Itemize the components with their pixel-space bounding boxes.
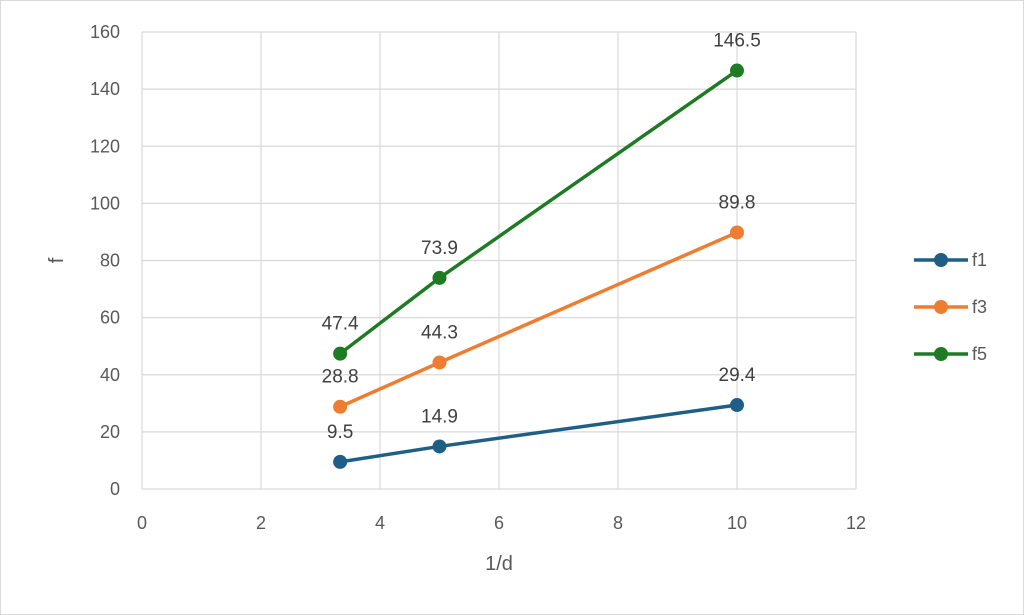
legend: f1 f3 f5 xyxy=(914,250,987,364)
y-tick-label: 60 xyxy=(100,308,120,328)
y-tick-label: 100 xyxy=(90,193,120,213)
data-point-f5 xyxy=(333,346,348,361)
data-label-f5: 146.5 xyxy=(713,31,761,52)
data-point-f1 xyxy=(730,398,744,413)
y-tick-label: 160 xyxy=(90,22,120,42)
data-label-f1: 14.9 xyxy=(421,406,458,427)
legend-label-f3: f3 xyxy=(972,297,987,317)
x-axis-title: 1/d xyxy=(485,553,513,575)
gridlines xyxy=(141,31,857,490)
data-point-f3 xyxy=(432,355,447,370)
legend-marker-f3 xyxy=(934,300,948,314)
data-point-f1 xyxy=(432,439,447,454)
series-layer xyxy=(333,63,744,469)
y-tick-label: 0 xyxy=(110,479,120,499)
data-point-f3 xyxy=(730,225,744,240)
data-label-f5: 47.4 xyxy=(322,314,359,335)
legend-marker-f1 xyxy=(934,253,948,267)
data-point-f5 xyxy=(432,270,447,285)
x-tick-label: 12 xyxy=(846,513,866,533)
axes: 0 20 40 60 80 100 120 140 160 0 2 4 6 8 10 12 xyxy=(90,22,866,533)
x-tick-label: 10 xyxy=(727,513,747,533)
legend-label-f1: f1 xyxy=(972,250,987,270)
x-tick-label: 0 xyxy=(137,513,147,533)
data-point-f1 xyxy=(333,454,348,469)
y-tick-label: 140 xyxy=(90,79,120,99)
y-axis-title: f xyxy=(46,257,68,263)
x-tick-label: 2 xyxy=(256,513,266,533)
y-tick-label: 80 xyxy=(100,251,120,271)
data-labels: 9.5 14.9 29.4 28.8 44.3 89.8 47.4 73.9 146.5 xyxy=(322,31,761,443)
legend-label-f5: f5 xyxy=(972,344,987,364)
x-tick-label: 4 xyxy=(375,513,385,533)
series-line-f1 xyxy=(339,403,738,464)
y-tick-label: 20 xyxy=(100,422,120,442)
y-tick-label: 40 xyxy=(100,365,120,385)
data-label-f3: 44.3 xyxy=(421,322,458,343)
x-tick-label: 6 xyxy=(494,513,504,533)
y-tick-label: 120 xyxy=(90,136,120,156)
data-label-f5: 73.9 xyxy=(421,238,458,259)
data-label-f3: 89.8 xyxy=(719,193,756,214)
legend-marker-f5 xyxy=(934,347,948,361)
data-point-f3 xyxy=(333,399,348,414)
data-point-f5 xyxy=(730,63,744,78)
data-label-f1: 9.5 xyxy=(327,422,353,443)
data-label-f1: 29.4 xyxy=(719,365,756,386)
data-label-f3: 28.8 xyxy=(322,367,359,388)
series-line-f5 xyxy=(339,69,739,356)
series-line-f3 xyxy=(339,230,738,409)
x-tick-label: 8 xyxy=(613,513,623,533)
